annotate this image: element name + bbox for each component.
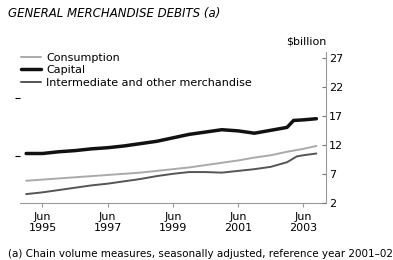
Legend: Consumption, Capital, Intermediate and other merchandise: Consumption, Capital, Intermediate and o… (21, 53, 252, 88)
Text: (a) Chain volume measures, seasonally adjusted, reference year 2001–02.: (a) Chain volume measures, seasonally ad… (8, 249, 393, 259)
Text: GENERAL MERCHANDISE DEBITS (a): GENERAL MERCHANDISE DEBITS (a) (8, 6, 220, 20)
Text: $billion: $billion (286, 36, 326, 47)
